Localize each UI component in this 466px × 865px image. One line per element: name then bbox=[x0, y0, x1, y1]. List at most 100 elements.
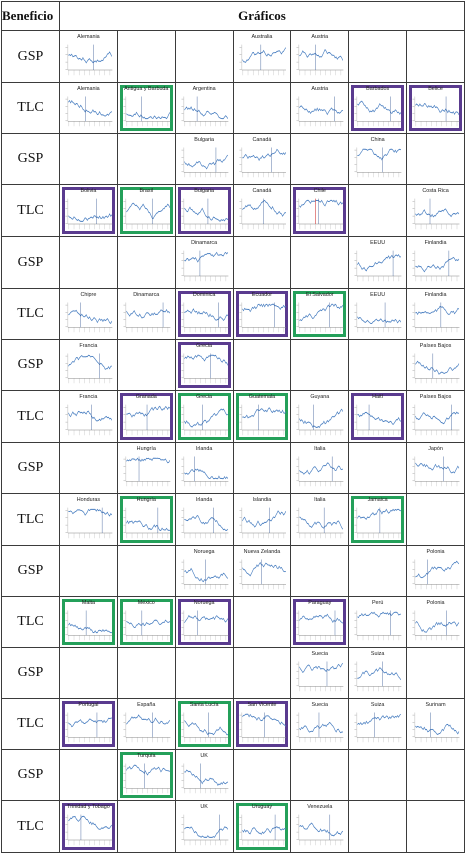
chart-cell bbox=[406, 30, 465, 83]
benefit-label: TLC bbox=[1, 698, 60, 750]
chart-cell: Polonia bbox=[406, 545, 465, 597]
country-label: Italia bbox=[314, 446, 326, 452]
country-sparkline bbox=[411, 402, 460, 437]
green-highlight-frame bbox=[119, 187, 173, 234]
table-row: GSP Dinamarca EEUU Finlandia bbox=[1, 236, 465, 289]
sparkline-svg bbox=[238, 147, 286, 178]
series-line bbox=[415, 360, 460, 375]
sparkline-svg bbox=[123, 507, 171, 539]
chart-cell bbox=[116, 647, 176, 699]
country-sparkline bbox=[353, 300, 402, 334]
chart-cell: Irlanda bbox=[174, 442, 234, 494]
country-sparkline bbox=[353, 710, 402, 744]
chart-cell: Jamaica bbox=[348, 493, 408, 546]
country-label: Bulgaria bbox=[194, 188, 214, 194]
country-sparkline bbox=[411, 608, 460, 642]
series-line bbox=[126, 202, 170, 220]
chart-cell: Italia bbox=[290, 442, 350, 494]
sparkline-svg bbox=[65, 507, 113, 539]
country-label: Ecuador bbox=[251, 292, 272, 298]
benefit-label: TLC bbox=[1, 184, 60, 237]
country-sparkline bbox=[238, 710, 287, 744]
country-sparkline bbox=[238, 145, 287, 179]
series-line bbox=[183, 154, 228, 170]
table-row: GSP Alemania Australia Austria bbox=[1, 30, 465, 83]
series-line bbox=[68, 815, 113, 830]
sparkline-svg bbox=[296, 44, 344, 76]
purple-highlight-frame bbox=[235, 701, 289, 747]
sparkline-svg bbox=[412, 250, 460, 282]
country-label: China bbox=[370, 137, 385, 143]
country-label: Perú bbox=[371, 600, 384, 606]
country-label: Granada bbox=[135, 394, 157, 400]
sparkline-svg bbox=[181, 198, 229, 230]
country-label: Surinam bbox=[425, 702, 446, 708]
sparkline-svg bbox=[412, 712, 460, 743]
chart-cell: UK bbox=[174, 800, 234, 853]
chart-cell: El Salvador bbox=[290, 288, 350, 340]
sparkline-svg bbox=[412, 198, 460, 230]
chart-cell: Haití bbox=[348, 390, 408, 443]
country-sparkline bbox=[238, 42, 287, 77]
green-highlight-frame bbox=[235, 803, 289, 850]
country-sparkline bbox=[295, 812, 344, 847]
country-label: Barbados bbox=[366, 86, 390, 92]
country-label: Polonia bbox=[426, 549, 445, 555]
country-sparkline bbox=[411, 248, 460, 283]
chart-cell bbox=[116, 236, 176, 289]
chart-cell bbox=[348, 800, 408, 853]
country-label: Grecia bbox=[196, 343, 213, 349]
sparkline-svg bbox=[296, 610, 344, 641]
country-sparkline bbox=[180, 505, 229, 540]
country-sparkline bbox=[64, 505, 113, 540]
sparkline-svg bbox=[65, 198, 113, 230]
header-beneficio: Beneficio bbox=[1, 1, 60, 31]
series-line bbox=[126, 111, 170, 120]
table-row: TLC Bolivia Brasil Bulgaria Canadá Chile Costa… bbox=[1, 184, 465, 237]
series-line bbox=[68, 99, 112, 117]
country-sparkline bbox=[295, 196, 344, 231]
series-line bbox=[126, 619, 170, 629]
country-sparkline bbox=[411, 300, 460, 334]
chart-cell: Suiza bbox=[348, 698, 408, 750]
green-highlight-frame bbox=[235, 393, 289, 440]
table-row: TLC Malta México Noruega Paraguay Perú Polonia bbox=[1, 596, 465, 648]
country-label: Dominica bbox=[192, 292, 216, 298]
series-line bbox=[68, 717, 112, 728]
country-label: Guatemala bbox=[248, 394, 276, 400]
table-row: GSP Suecia Suiza bbox=[1, 647, 465, 699]
country-label: Suiza bbox=[370, 651, 385, 657]
series-line bbox=[241, 561, 286, 577]
country-sparkline bbox=[64, 710, 113, 744]
country-sparkline bbox=[295, 454, 344, 488]
series-line bbox=[183, 206, 228, 222]
table-row: GSP Bulgaria Canadá China bbox=[1, 133, 465, 185]
country-sparkline bbox=[411, 454, 460, 488]
sparkline-svg bbox=[296, 712, 344, 743]
chart-cell bbox=[232, 749, 292, 801]
purple-highlight-frame bbox=[119, 393, 173, 440]
chart-cell: Suiza bbox=[348, 647, 408, 699]
chart-cell: Alemania bbox=[59, 30, 118, 83]
country-label: Grecia bbox=[196, 394, 213, 400]
chart-cell bbox=[59, 442, 118, 494]
purple-highlight-frame bbox=[62, 187, 115, 234]
purple-highlight-frame bbox=[351, 85, 405, 131]
country-label: Irlanda bbox=[195, 497, 213, 503]
benefit-label: GSP bbox=[1, 647, 60, 699]
series-line bbox=[183, 567, 228, 583]
benefit-label: TLC bbox=[1, 390, 60, 443]
chart-cell bbox=[116, 133, 176, 185]
benefit-label: GSP bbox=[1, 133, 60, 185]
country-sparkline bbox=[411, 710, 460, 744]
country-sparkline bbox=[295, 505, 344, 540]
country-label: Noruega bbox=[193, 549, 215, 555]
country-label: Canadá bbox=[252, 188, 272, 194]
country-label: Países Bajos bbox=[419, 394, 452, 400]
country-label: Austria bbox=[311, 86, 329, 92]
green-highlight-frame bbox=[293, 291, 347, 337]
series-line bbox=[126, 405, 170, 418]
chart-cell: Suecia bbox=[290, 698, 350, 750]
country-sparkline bbox=[353, 608, 402, 642]
sparkline-svg bbox=[181, 763, 229, 794]
